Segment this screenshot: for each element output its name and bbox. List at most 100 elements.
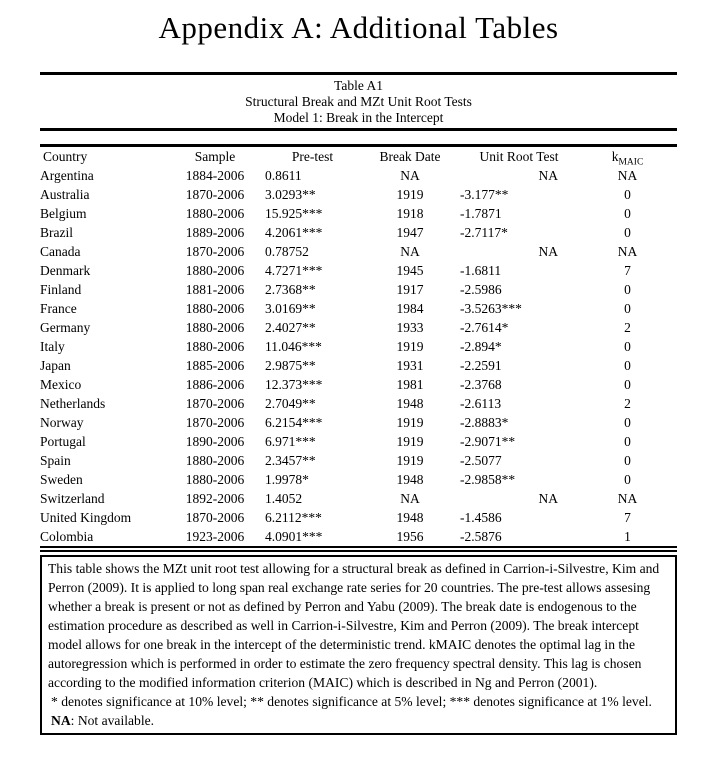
cell-kmaic: 0 <box>624 377 631 392</box>
table-row: Finland 1881-2006 2.7368** 1917 -2.5986 0 <box>40 280 677 299</box>
header-row: Country Sample Pre-test Break Date Unit … <box>40 146 677 166</box>
cell-country: Mexico <box>40 377 82 392</box>
table-row: Argentina 1884-2006 0.8611 NA NA NA <box>40 166 677 185</box>
cell-break-date: 1919 <box>396 453 424 468</box>
cell-sample: 1880-2006 <box>185 339 245 354</box>
cell-break-date: 1945 <box>396 263 424 278</box>
cell-break-date: NA <box>400 491 420 506</box>
cell-pretest: 2.9875** <box>265 358 316 373</box>
table-caption-block: Table A1 Structural Break and MZt Unit R… <box>40 72 677 131</box>
table-row: Sweden 1880-2006 1.9978* 1948 -2.9858** 0 <box>40 470 677 489</box>
cell-unit-root-test: NA <box>538 244 559 259</box>
cell-break-date: 1918 <box>396 206 424 221</box>
na-abbreviation: NA <box>51 713 71 728</box>
cell-break-date: 1948 <box>396 510 424 525</box>
cell-break-date: 1919 <box>396 434 424 449</box>
cell-sample: 1881-2006 <box>185 282 245 297</box>
cell-unit-root-test: -2.5077 <box>460 453 502 468</box>
cell-unit-root-test: -2.8883* <box>460 415 509 430</box>
cell-kmaic: NA <box>617 491 638 506</box>
table-body: Argentina 1884-2006 0.8611 NA NA NA Australia 1… <box>40 166 677 546</box>
cell-kmaic: 2 <box>624 320 631 335</box>
col-header-kmaic: kMAIC <box>611 149 644 166</box>
cell-sample: 1880-2006 <box>185 453 245 468</box>
cell-pretest: 0.78752 <box>265 244 309 259</box>
cell-break-date: 1919 <box>396 415 424 430</box>
cell-unit-root-test: -1.7871 <box>460 206 502 221</box>
cell-pretest: 2.7049** <box>265 396 316 411</box>
col-header-pretest: Pre-test <box>291 149 334 164</box>
notes-description: This table shows the MZt unit root test … <box>48 561 660 690</box>
cell-pretest: 15.925*** <box>265 206 323 221</box>
col-header-sample: Sample <box>194 149 236 164</box>
cell-unit-root-test: -2.5986 <box>460 282 502 297</box>
table-row: Switzerland 1892-2006 1.4052 NA NA NA <box>40 489 677 508</box>
cell-kmaic: 0 <box>624 301 631 316</box>
cell-kmaic: 7 <box>624 510 631 525</box>
table-row: Colombia 1923-2006 4.0901*** 1956 -2.5876 1 <box>40 527 677 546</box>
cell-country: Germany <box>40 320 91 335</box>
cell-pretest: 4.0901*** <box>265 529 323 544</box>
table-subtitle: Structural Break and MZt Unit Root Tests <box>245 94 472 109</box>
cell-kmaic: 0 <box>624 339 631 354</box>
cell-country: United Kingdom <box>40 510 132 525</box>
cell-country: Norway <box>40 415 84 430</box>
cell-pretest: 1.4052 <box>265 491 303 506</box>
significance-text: * denotes significance at 10% level; ** … <box>51 694 652 709</box>
cell-break-date: 1931 <box>396 358 424 373</box>
cell-kmaic: 7 <box>624 263 631 278</box>
table-row: United Kingdom 1870-2006 6.2112*** 1948 -1.4… <box>40 508 677 527</box>
table-row: Germany 1880-2006 2.4027** 1933 -2.7614* 2 <box>40 318 677 337</box>
cell-unit-root-test: -3.5263*** <box>460 301 522 316</box>
cell-country: Finland <box>40 282 82 297</box>
cell-pretest: 1.9978* <box>265 472 309 487</box>
cell-sample: 1870-2006 <box>185 415 245 430</box>
cell-pretest: 6.2154*** <box>265 415 323 430</box>
cell-break-date: 1919 <box>396 339 424 354</box>
cell-unit-root-test: -2.7614* <box>460 320 509 335</box>
cell-pretest: 12.373*** <box>265 377 323 392</box>
cell-sample: 1923-2006 <box>185 529 245 544</box>
table-row: Japan 1885-2006 2.9875** 1931 -2.2591 0 <box>40 356 677 375</box>
notes-box: This table shows the MZt unit root test … <box>40 555 677 735</box>
cell-sample: 1885-2006 <box>185 358 245 373</box>
cell-country: Netherlands <box>40 396 106 411</box>
cell-pretest: 2.4027** <box>265 320 316 335</box>
cell-pretest: 6.2112*** <box>265 510 322 525</box>
table-row: Spain 1880-2006 2.3457** 1919 -2.5077 0 <box>40 451 677 470</box>
na-definition: : Not available. <box>70 713 155 728</box>
table-row: Netherlands 1870-2006 2.7049** 1948 -2.6113 2 <box>40 394 677 413</box>
page: Appendix A: Additional Tables Table A1 S… <box>40 0 677 735</box>
page-title: Appendix A: Additional Tables <box>158 10 559 45</box>
notes-significance: * denotes significance at 10% level; ** … <box>48 692 669 730</box>
cell-country: Switzerland <box>40 491 105 506</box>
cell-break-date: 1948 <box>396 396 424 411</box>
cell-sample: 1890-2006 <box>185 434 245 449</box>
cell-unit-root-test: -2.5876 <box>460 529 502 544</box>
cell-pretest: 0.8611 <box>265 168 302 183</box>
cell-country: Italy <box>40 339 65 354</box>
cell-kmaic: 0 <box>624 434 631 449</box>
table-header: Country Sample Pre-test Break Date Unit … <box>40 146 677 166</box>
cell-unit-root-test: -1.4586 <box>460 510 502 525</box>
table-row: Australia 1870-2006 3.0293** 1919 -3.177** 0 <box>40 185 677 204</box>
cell-country: Denmark <box>40 263 91 278</box>
cell-sample: 1880-2006 <box>185 472 245 487</box>
cell-break-date: 1948 <box>396 472 424 487</box>
table-row: Mexico 1886-2006 12.373*** 1981 -2.3768 0 <box>40 375 677 394</box>
cell-sample: 1892-2006 <box>185 491 245 506</box>
table-row: France 1880-2006 3.0169** 1984 -3.5263*** 0 <box>40 299 677 318</box>
cell-sample: 1880-2006 <box>185 301 245 316</box>
cell-kmaic: 2 <box>624 396 631 411</box>
cell-country: Sweden <box>40 472 83 487</box>
cell-unit-root-test: -2.9071** <box>460 434 516 449</box>
cell-sample: 1886-2006 <box>185 377 245 392</box>
cell-pretest: 2.3457** <box>265 453 316 468</box>
table-row: Norway 1870-2006 6.2154*** 1919 -2.8883* 0 <box>40 413 677 432</box>
cell-kmaic: NA <box>617 168 638 183</box>
cell-unit-root-test: -2.9858** <box>460 472 516 487</box>
cell-sample: 1880-2006 <box>185 206 245 221</box>
cell-unit-root-test: -2.7117* <box>460 225 508 240</box>
cell-country: Brazil <box>40 225 73 240</box>
cell-kmaic: 0 <box>624 206 631 221</box>
